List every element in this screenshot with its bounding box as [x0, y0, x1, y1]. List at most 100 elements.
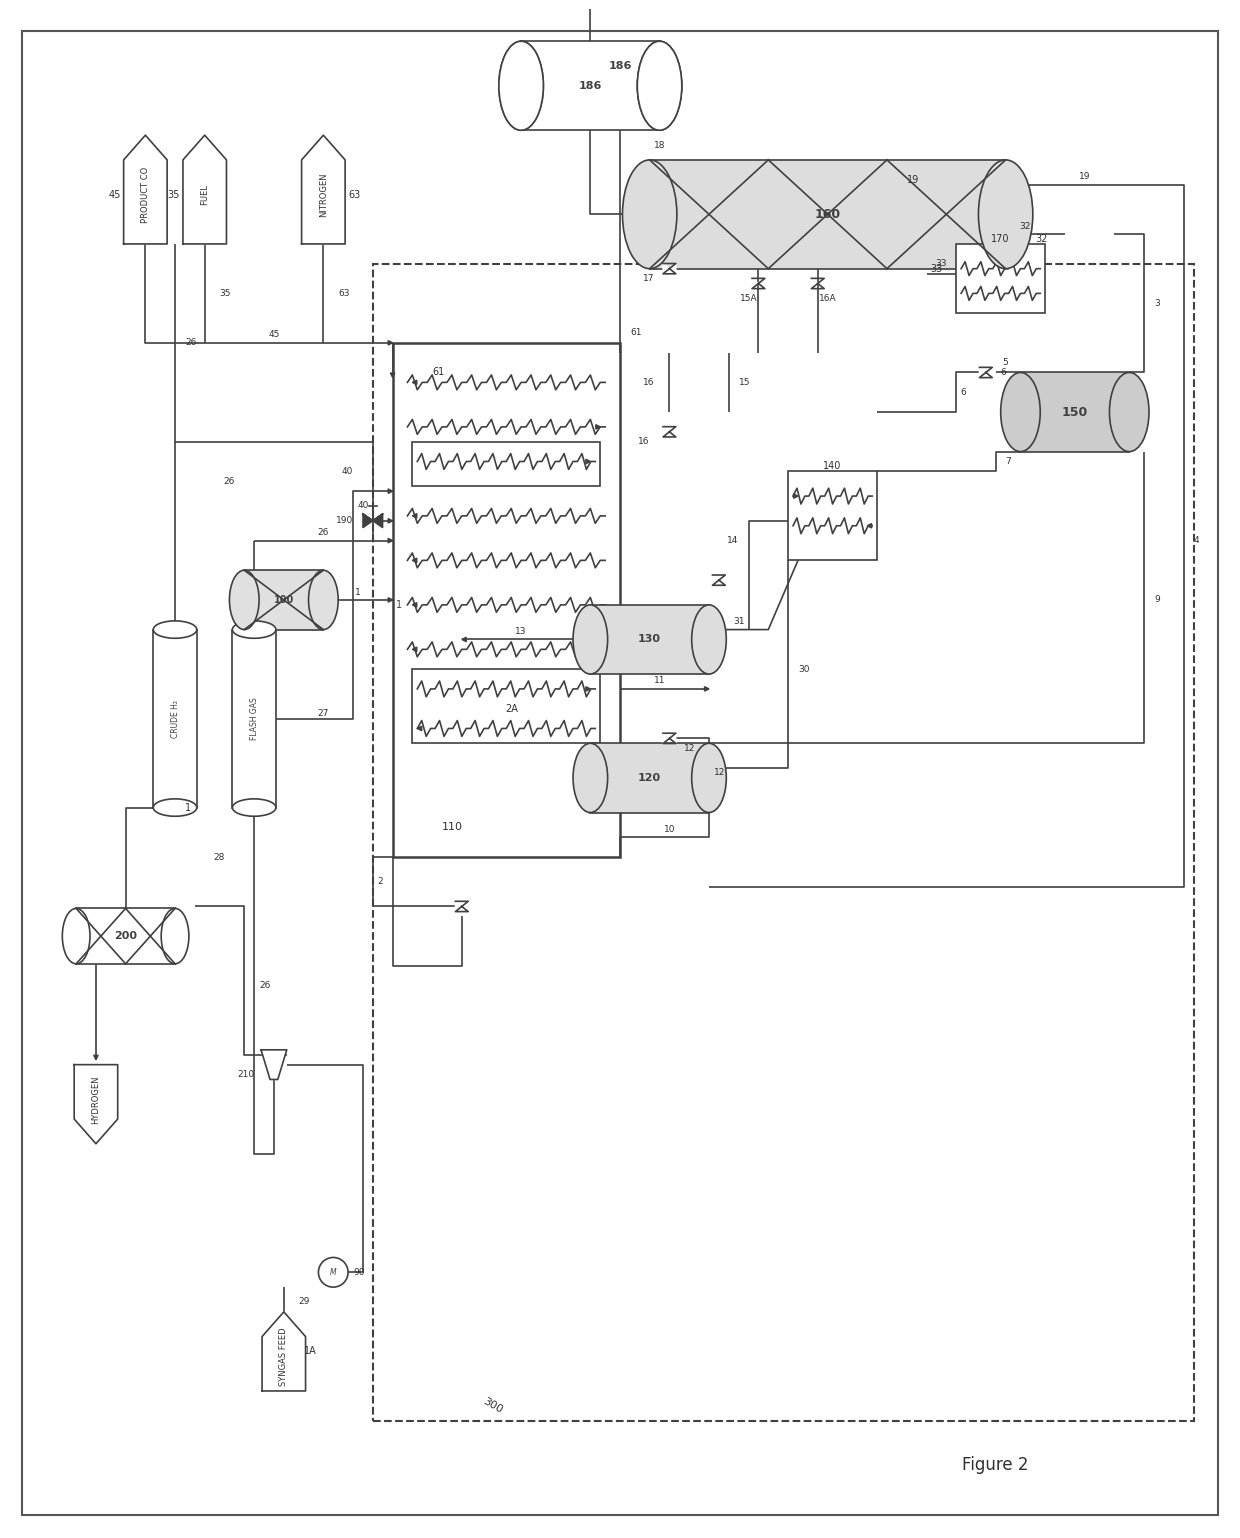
Ellipse shape: [62, 909, 91, 964]
Text: 61: 61: [630, 329, 641, 337]
Text: 40: 40: [357, 501, 368, 511]
Polygon shape: [413, 514, 417, 518]
Text: 13: 13: [516, 628, 527, 637]
Text: CRUDE H₂: CRUDE H₂: [171, 700, 180, 738]
Ellipse shape: [692, 743, 727, 812]
Text: M: M: [330, 1267, 336, 1277]
Bar: [1021, 372, 1130, 452]
Polygon shape: [670, 426, 676, 437]
Ellipse shape: [232, 798, 275, 817]
Text: 32: 32: [1019, 221, 1032, 231]
Ellipse shape: [692, 604, 727, 674]
Text: 16: 16: [639, 437, 650, 446]
Text: SYNGAS FEED: SYNGAS FEED: [279, 1327, 289, 1386]
Text: 26: 26: [223, 477, 236, 486]
Polygon shape: [388, 518, 393, 523]
Polygon shape: [595, 424, 600, 429]
Ellipse shape: [637, 42, 682, 131]
Ellipse shape: [154, 798, 197, 817]
Polygon shape: [388, 340, 393, 345]
Text: 63: 63: [339, 289, 350, 298]
Polygon shape: [363, 514, 373, 528]
Text: 140: 140: [823, 461, 842, 472]
Text: 9: 9: [1154, 595, 1159, 604]
Text: 15: 15: [739, 378, 750, 388]
Text: 1: 1: [397, 600, 403, 611]
Text: HYDROGEN: HYDROGEN: [92, 1075, 100, 1123]
Text: 90: 90: [353, 1267, 365, 1277]
Text: 190: 190: [336, 517, 353, 526]
Bar: [789, 471, 877, 560]
Polygon shape: [585, 460, 590, 464]
Text: 120: 120: [639, 774, 661, 783]
Polygon shape: [388, 598, 393, 603]
Polygon shape: [418, 726, 422, 731]
Text: NITROGEN: NITROGEN: [319, 172, 327, 217]
Text: 27: 27: [317, 709, 329, 718]
Text: 45: 45: [268, 331, 279, 340]
Text: 1: 1: [185, 803, 191, 812]
Polygon shape: [663, 426, 670, 437]
Text: 12: 12: [714, 769, 725, 777]
Text: 28: 28: [213, 852, 226, 861]
Text: 186: 186: [579, 80, 603, 91]
Ellipse shape: [161, 909, 188, 964]
Polygon shape: [124, 135, 167, 245]
Text: Figure 2: Figure 2: [962, 1456, 1029, 1473]
Ellipse shape: [637, 42, 682, 131]
Polygon shape: [817, 278, 825, 289]
Polygon shape: [670, 263, 676, 274]
Text: 2: 2: [377, 877, 383, 886]
Polygon shape: [751, 278, 759, 289]
Text: 11: 11: [653, 677, 666, 686]
Text: 6: 6: [960, 388, 966, 397]
Text: 1A: 1A: [304, 1346, 316, 1357]
Text: 130: 130: [639, 635, 661, 644]
Polygon shape: [704, 686, 709, 691]
Ellipse shape: [309, 571, 339, 629]
Bar: [877, 392, 1164, 887]
Text: 61: 61: [432, 368, 444, 377]
Polygon shape: [391, 374, 394, 377]
Text: 26: 26: [317, 528, 329, 537]
Text: 17: 17: [644, 274, 655, 283]
Ellipse shape: [498, 42, 543, 131]
Text: 100: 100: [274, 595, 294, 604]
Text: 29: 29: [299, 1298, 310, 1306]
Polygon shape: [986, 368, 992, 378]
Text: 186: 186: [609, 62, 631, 71]
Text: 4: 4: [1194, 537, 1199, 544]
Text: 19: 19: [1079, 172, 1090, 181]
Polygon shape: [388, 538, 393, 543]
Polygon shape: [413, 603, 417, 608]
Text: 26: 26: [185, 338, 196, 348]
Text: 63: 63: [348, 189, 361, 200]
Text: 33: 33: [936, 260, 947, 268]
Text: 150: 150: [1061, 406, 1087, 418]
Ellipse shape: [154, 621, 197, 638]
Polygon shape: [811, 278, 817, 289]
Ellipse shape: [573, 604, 608, 674]
Polygon shape: [670, 734, 676, 743]
Text: 5: 5: [1003, 358, 1008, 368]
Ellipse shape: [1110, 372, 1149, 452]
Text: 7: 7: [1006, 457, 1012, 466]
Text: 26: 26: [259, 981, 270, 990]
Text: 45: 45: [108, 189, 120, 200]
Text: 1: 1: [355, 588, 361, 597]
Polygon shape: [388, 489, 393, 494]
Bar: [650, 160, 1006, 269]
Polygon shape: [184, 135, 227, 245]
Bar: [590, 604, 709, 674]
Polygon shape: [74, 1064, 118, 1144]
Polygon shape: [301, 135, 345, 245]
Polygon shape: [719, 575, 725, 586]
Bar: [76, 909, 175, 964]
Text: 35: 35: [219, 289, 231, 298]
Polygon shape: [373, 514, 383, 528]
Text: 160: 160: [815, 208, 841, 221]
Polygon shape: [867, 523, 872, 528]
Bar: [413, 441, 600, 486]
Ellipse shape: [229, 571, 259, 629]
Text: 31: 31: [733, 617, 744, 626]
